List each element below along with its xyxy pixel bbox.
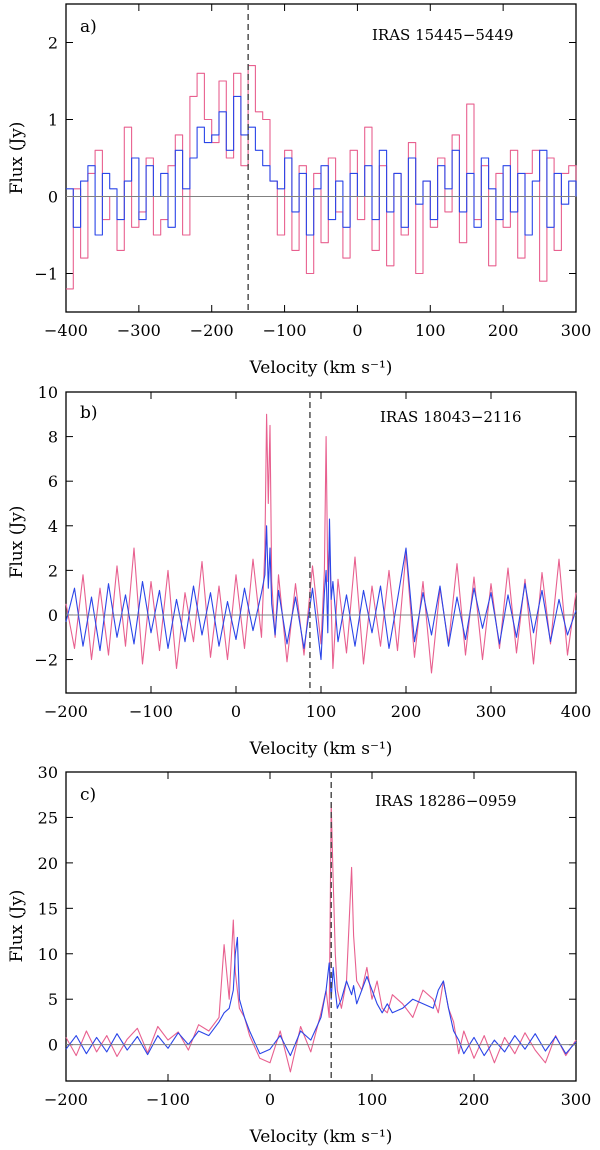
- x-tick-label: −200: [44, 1090, 88, 1109]
- y-tick-label: 10: [38, 945, 58, 964]
- y-axis-label: Flux (Jy): [7, 122, 27, 195]
- x-tick-label: −100: [263, 321, 307, 340]
- y-tick-label: 2: [48, 561, 58, 580]
- y-tick-label: 25: [38, 808, 58, 827]
- y-tick-label: 1: [48, 111, 58, 130]
- y-tick-label: −2: [34, 651, 58, 670]
- y-tick-label: 5: [48, 990, 58, 1009]
- panel-a: −400 −300 −200 −100 0 100 200 300 −1 0 1 2 a) IRAS …: [7, 3, 591, 378]
- object-name: IRAS 15445−5449: [372, 26, 514, 44]
- x-tick-label: 200: [459, 1090, 490, 1109]
- x-tick-label: 400: [561, 702, 592, 721]
- x-tick-label: 200: [391, 702, 422, 721]
- spectrum-series-2: [66, 95, 577, 236]
- y-tick-label: −1: [34, 265, 58, 284]
- series-group: [66, 65, 577, 290]
- x-tick-label: −400: [44, 321, 88, 340]
- y-axis-label: Flux (Jy): [7, 506, 27, 579]
- panel-label: a): [80, 17, 97, 37]
- x-tick-label: 0: [265, 1090, 275, 1109]
- object-name: IRAS 18043−2116: [380, 408, 522, 426]
- x-tick-label: 300: [476, 702, 507, 721]
- x-axis-label: Velocity (km s⁻¹): [249, 1127, 393, 1147]
- tick-group: −200 −100 0 100 200 300 0 5 10 15 20 25 30: [38, 763, 592, 1109]
- y-tick-label: 10: [38, 383, 58, 402]
- tick-group: −200 −100 0 100 200 300 400 −2 0 2 4 6 8 10: [34, 383, 591, 721]
- x-tick-label: 100: [415, 321, 446, 340]
- panel-b: −200 −100 0 100 200 300 400 −2 0 2 4 6 8 10 b) IRAS 1…: [7, 383, 591, 759]
- y-tick-label: 0: [48, 606, 58, 625]
- x-tick-label: −300: [117, 321, 161, 340]
- y-tick-label: 0: [48, 188, 58, 207]
- x-tick-label: −200: [190, 321, 234, 340]
- x-tick-label: 0: [352, 321, 362, 340]
- y-tick-label: 20: [38, 854, 58, 873]
- tick-group: −400 −300 −200 −100 0 100 200 300 −1 0 1 2: [34, 4, 591, 340]
- y-tick-label: 2: [48, 34, 58, 53]
- y-tick-label: 15: [38, 899, 58, 918]
- x-tick-label: 300: [561, 321, 592, 340]
- spectrum-series-1: [65, 803, 577, 1073]
- x-axis-label: Velocity (km s⁻¹): [249, 739, 393, 759]
- panel-label: b): [80, 403, 98, 423]
- plot-frame: [65, 3, 577, 313]
- object-name: IRAS 18286−0959: [375, 792, 517, 810]
- spectrum-series-1: [65, 413, 577, 674]
- y-tick-label: 4: [48, 517, 58, 536]
- x-tick-label: 100: [306, 702, 337, 721]
- x-axis-label: Velocity (km s⁻¹): [249, 358, 393, 378]
- y-tick-label: 6: [48, 472, 58, 491]
- plot-frame: [65, 771, 577, 1082]
- y-tick-label: 8: [48, 428, 58, 447]
- y-tick-label: 30: [38, 763, 58, 782]
- x-tick-label: 200: [488, 321, 519, 340]
- spectrum-series-2: [65, 936, 577, 1057]
- x-tick-label: −100: [146, 1090, 190, 1109]
- y-axis-label: Flux (Jy): [7, 890, 27, 963]
- series-group: [65, 803, 577, 1073]
- x-tick-label: −100: [129, 702, 173, 721]
- spectrum-series-2: [65, 518, 577, 661]
- x-tick-label: 100: [357, 1090, 388, 1109]
- panel-c: −200 −100 0 100 200 300 0 5 10 15 20 25 30 c) IRAS 1…: [7, 763, 591, 1147]
- series-group: [65, 413, 577, 674]
- x-tick-label: −200: [44, 702, 88, 721]
- y-tick-label: 0: [48, 1036, 58, 1055]
- x-tick-label: 0: [231, 702, 241, 721]
- x-tick-label: 300: [561, 1090, 592, 1109]
- panel-label: c): [80, 785, 96, 805]
